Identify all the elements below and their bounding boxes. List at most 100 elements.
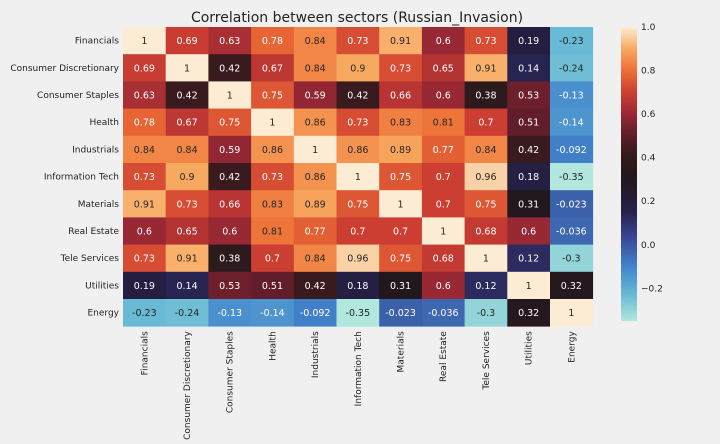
heatmap-cell [507, 108, 551, 137]
heatmap-cell [507, 190, 551, 218]
heatmap-cell [293, 299, 337, 327]
heatmap-cell [336, 299, 380, 327]
heatmap-cell [421, 271, 465, 300]
heatmap-cell [379, 217, 423, 245]
heatmap-cell [336, 163, 380, 191]
heatmap-cell [293, 190, 337, 218]
heatmap-cell [293, 108, 337, 137]
cell-value-label: 0.68 [433, 254, 454, 265]
cell-value-label: 0.42 [347, 91, 368, 102]
cell-value-label: 0.73 [262, 172, 283, 183]
x-tick-label: Health [268, 331, 278, 361]
cell-value-label: 0.73 [475, 36, 496, 47]
cell-value-label: 0.65 [176, 227, 197, 238]
heatmap-cell [208, 81, 252, 109]
heatmap-cell [293, 217, 337, 245]
heatmap-cell [550, 190, 594, 218]
cell-value-label: -0.23 [132, 308, 157, 319]
cell-value-label: -0.14 [559, 118, 584, 129]
cell-value-label: 1 [355, 172, 361, 183]
heatmap-cell [507, 81, 551, 109]
heatmap-cell [379, 135, 423, 164]
heatmap-cell [507, 244, 551, 273]
heatmap-cell [507, 163, 551, 191]
heatmap-cell [507, 27, 551, 55]
cell-value-label: 1 [568, 308, 574, 319]
cell-value-label: 0.63 [134, 91, 155, 102]
cell-value-label: 0.86 [305, 172, 326, 183]
cell-value-label: 0.66 [390, 91, 411, 102]
y-tick-label: Industrials [72, 145, 119, 155]
cell-value-label: 0.75 [347, 199, 368, 210]
cell-value-label: -0.092 [300, 308, 331, 319]
heatmap-cell [550, 299, 594, 327]
cell-value-label: 0.18 [347, 281, 368, 292]
cell-value-label: 0.73 [176, 199, 197, 210]
heatmap-cell [421, 108, 465, 137]
cell-value-label: 0.96 [347, 254, 368, 265]
cell-value-label: 0.78 [134, 118, 155, 129]
heatmap-cell [123, 135, 167, 164]
cell-value-label: 0.65 [433, 63, 454, 74]
cell-value-label: 0.19 [134, 281, 155, 292]
heatmap-cell [208, 217, 252, 245]
heatmap-cell [421, 244, 465, 273]
heatmap-cell [293, 27, 337, 55]
heatmap-cell [251, 244, 295, 273]
cell-value-label: 0.83 [262, 199, 283, 210]
colorbar-tick-label: 1.0 [641, 23, 656, 33]
heatmap-cell [165, 27, 209, 55]
heatmap-cell [123, 244, 167, 273]
cell-value-label: -0.13 [559, 91, 584, 102]
heatmap-cell [507, 54, 551, 82]
heatmap-cell [336, 244, 380, 273]
heatmap-cell [123, 108, 167, 137]
colorbar-tick-label: 0.8 [641, 67, 656, 77]
cell-value-label: 1 [526, 281, 532, 292]
cell-value-label: 0.12 [518, 254, 539, 265]
cell-value-label: 1 [483, 254, 489, 265]
heatmap-cell [293, 54, 337, 82]
cell-value-label: 0.75 [475, 199, 496, 210]
heatmap-cell [123, 190, 167, 218]
y-tick-label: Health [89, 118, 119, 128]
cell-value-label: 0.14 [518, 63, 539, 74]
colorbar-tick-label: 0.4 [641, 154, 656, 164]
y-tick-label: Real Estate [68, 227, 119, 237]
cell-value-label: 0.67 [176, 118, 197, 129]
heatmap-cell [336, 54, 380, 82]
cell-value-label: 0.89 [305, 199, 326, 210]
y-tick-label: Materials [78, 200, 120, 210]
cell-value-label: 0.69 [176, 36, 197, 47]
heatmap-cell [336, 217, 380, 245]
heatmap-cell [336, 81, 380, 109]
heatmap-cell [550, 217, 594, 245]
cell-value-label: 0.91 [134, 199, 155, 210]
colorbar-tick-label: 0.2 [641, 197, 655, 207]
heatmap-cell [550, 108, 594, 137]
heatmap-cell [165, 135, 209, 164]
heatmap-cell [464, 190, 508, 218]
cell-value-label: 0.38 [219, 254, 240, 265]
cell-value-label: 0.51 [262, 281, 283, 292]
cell-value-label: 0.9 [179, 172, 194, 183]
heatmap-cell [251, 271, 295, 300]
heatmap-cell [464, 244, 508, 273]
colorbar [621, 27, 637, 321]
heatmap-cell [464, 271, 508, 300]
cell-value-label: 0.81 [433, 118, 454, 129]
cell-value-label: -0.092 [556, 145, 587, 156]
cell-value-label: 0.66 [219, 199, 240, 210]
heatmap-cell [165, 163, 209, 191]
cell-value-label: 0.59 [219, 145, 240, 156]
heatmap-cell [550, 271, 594, 300]
heatmap-cell [336, 190, 380, 218]
heatmap-cell [464, 108, 508, 137]
colorbar-tick-label: 0.0 [641, 241, 656, 251]
x-tick-label: Industrials [311, 331, 321, 378]
cell-value-label: 0.7 [436, 199, 451, 210]
heatmap-cell [208, 135, 252, 164]
heatmap-cell [507, 299, 551, 327]
cell-value-label: 0.84 [475, 145, 496, 156]
colorbar-tick-label: 0.6 [641, 110, 656, 120]
